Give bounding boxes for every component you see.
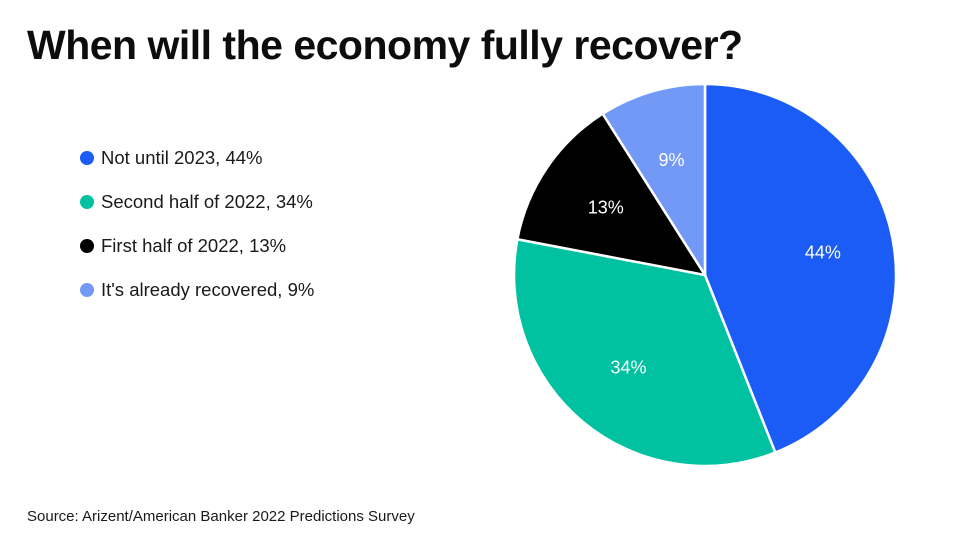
pie-slice-second-half-of-2022	[512, 237, 777, 468]
pie-label-not-until-2023: 44%	[805, 243, 841, 263]
pie-labels: 44% 34% 13% 9%	[588, 150, 841, 378]
pie-slice-not-until-2023	[703, 82, 898, 454]
legend-label-already-recovered: It's already recovered, 9%	[101, 279, 315, 300]
legend-label-second-half-2022: Second half of 2022, 34%	[101, 191, 313, 212]
legend-label-first-half-2022: First half of 2022, 13%	[101, 235, 287, 256]
pie-label-second-half-of-2022: 34%	[610, 357, 646, 377]
legend-item-already-recovered: It's already recovered, 9%	[80, 268, 314, 312]
pie-label-it-s-already-recovered: 9%	[659, 150, 685, 170]
pie-slices	[512, 82, 898, 468]
pie-slice-first-half-of-2022	[516, 112, 707, 277]
legend-swatch-already-recovered	[80, 283, 94, 297]
chart-title: When will the economy fully recover?	[27, 22, 743, 68]
pie-slice-it-s-already-recovered	[601, 82, 707, 277]
source-note: Source: Arizent/American Banker 2022 Pre…	[27, 508, 415, 525]
legend-item-first-half-2022: First half of 2022, 13%	[80, 224, 314, 268]
pie-label-first-half-of-2022: 13%	[588, 198, 624, 218]
pie-chart: 44% 34% 13% 9%	[512, 82, 898, 468]
legend-item-second-half-2022: Second half of 2022, 34%	[80, 180, 314, 224]
legend-item-not-until-2023: Not until 2023, 44%	[80, 136, 314, 180]
legend-swatch-second-half-2022	[80, 195, 94, 209]
legend-label-not-until-2023: Not until 2023, 44%	[101, 147, 263, 168]
legend-swatch-first-half-2022	[80, 239, 94, 253]
legend-swatch-not-until-2023	[80, 151, 94, 165]
chart-legend: Not until 2023, 44% Second half of 2022,…	[80, 136, 314, 312]
